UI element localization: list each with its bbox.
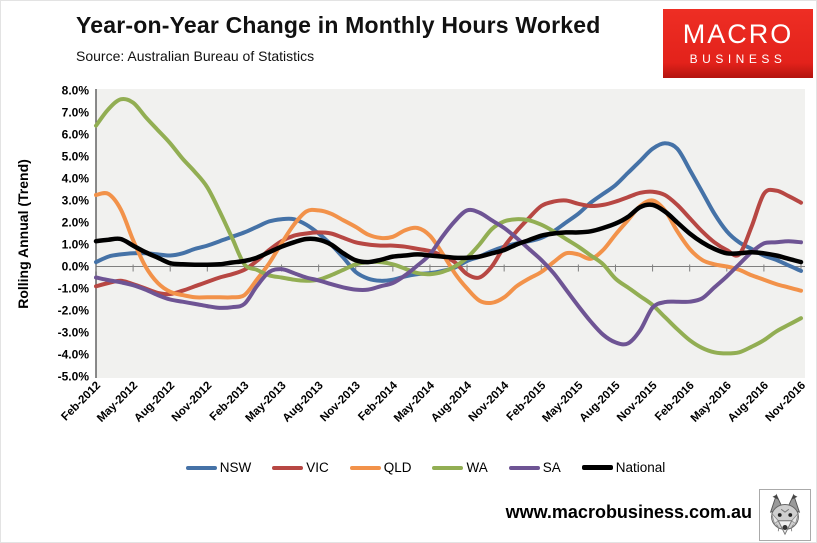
legend-label: NSW (219, 460, 252, 475)
y-axis-tick-label: -5.0% (58, 370, 90, 384)
legend-swatch-icon (272, 465, 304, 470)
series-line-national (93, 202, 804, 268)
y-axis-tick-label: 6.0% (62, 128, 90, 142)
legend-label: VIC (306, 460, 329, 475)
legend-swatch-icon (349, 465, 381, 470)
y-axis-tick-label: 7.0% (62, 106, 90, 120)
line-chart: 8.0% 7.0% 6.0% 5.0% 4.0% 3.0% 2.0% 1.0% 0.0% -1.0… (15, 84, 808, 425)
legend-item-vic: VIC (272, 460, 329, 475)
x-axis-tick-label: Nov-2014 (467, 379, 512, 424)
y-axis-tick-label: 2.0% (62, 216, 90, 230)
legend-swatch-icon (432, 465, 464, 470)
page-title: Year-on-Year Change in Monthly Hours Wor… (76, 12, 601, 38)
legend-item-qld: QLD (349, 460, 412, 475)
x-axis-tick-label: Aug-2016 (726, 380, 771, 425)
logo-line2: BUSINESS (689, 52, 787, 66)
y-axis-title: Rolling Annual (Trend) (15, 159, 31, 309)
y-axis-tick-label: 5.0% (62, 150, 90, 164)
wolf-sketch-icon (759, 489, 811, 541)
legend-swatch-icon (581, 465, 613, 470)
chart-legend: NSW VIC QLD WA SA National (1, 460, 816, 475)
website-url: www.macrobusiness.com.au (505, 502, 752, 522)
macrobusiness-logo: MACRO BUSINESS (663, 9, 813, 78)
legend-item-sa: SA (508, 460, 561, 475)
series-line-sa (94, 207, 803, 347)
legend-label: National (615, 460, 666, 475)
legend-label: QLD (383, 460, 412, 475)
legend-label: WA (466, 460, 488, 475)
y-axis-tick-label: -1.0% (58, 282, 90, 296)
plot-area (96, 89, 805, 378)
x-axis-tick-label: Nov-2015 (615, 379, 660, 424)
legend-swatch-icon (185, 465, 217, 470)
series-line-wa (94, 96, 803, 356)
legend-label: SA (542, 460, 561, 475)
legend-item-nsw: NSW (185, 460, 252, 475)
y-axis-tick-label: 1.0% (62, 238, 90, 252)
x-axis-tick-label: Aug-2012 (132, 380, 177, 425)
y-axis-tick-label: -4.0% (58, 348, 90, 362)
source-note: Source: Australian Bureau of Statistics (76, 48, 315, 64)
x-axis-tick-label: Nov-2016 (763, 380, 808, 425)
legend-swatch-icon (508, 465, 540, 470)
x-axis-tick-label: Nov-2013 (318, 380, 363, 425)
y-axis-tick-label: 0.0% (62, 260, 90, 274)
y-axis-tick-label: 3.0% (62, 194, 90, 208)
legend-item-wa: WA (432, 460, 488, 475)
x-axis-tick-label: Aug-2013 (281, 380, 326, 425)
y-axis-tick-label: 8.0% (62, 84, 90, 98)
logo-line1: MACRO (682, 19, 794, 49)
y-axis-tick-label: 4.0% (62, 172, 90, 186)
series-line-qld (94, 191, 803, 306)
x-axis-tick-label: Nov-2012 (170, 380, 215, 425)
y-axis-tick-label: -2.0% (58, 304, 90, 318)
y-axis-tick-label: -3.0% (58, 326, 90, 340)
legend-item-national: National (581, 460, 666, 475)
